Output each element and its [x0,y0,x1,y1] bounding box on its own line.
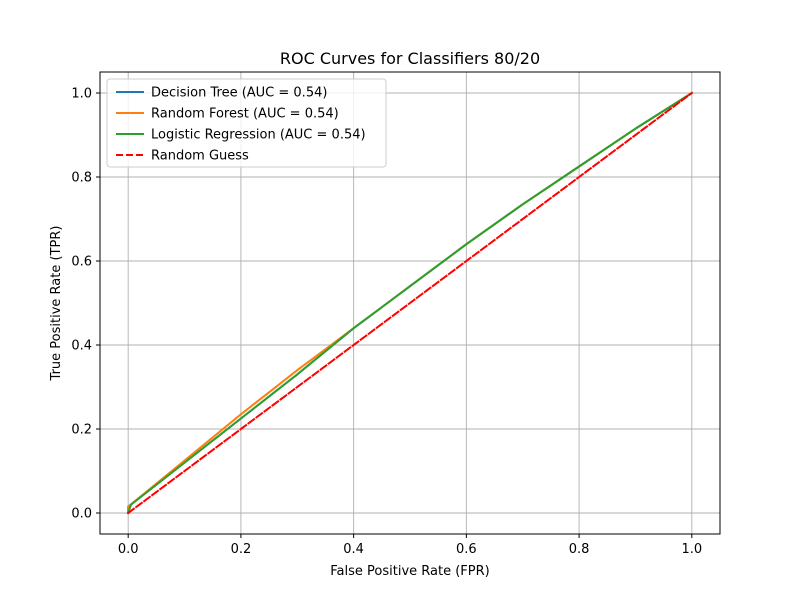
x-tick-label: 0.0 [118,542,139,557]
plot-frame [99,71,721,535]
series-lines [126,91,694,515]
legend: Decision Tree (AUC = 0.54) Random Forest … [106,78,387,168]
legend-label-1: Random Forest (AUC = 0.54) [151,107,339,122]
axis-ticks: 0.0 0.2 0.4 0.6 0.8 1.0 0.0 0.2 0.4 0.6 0.8 1.0 [71,87,702,558]
y-tick-label: 0.4 [71,339,92,354]
y-axis-label: True Positive Rate (TPR) [49,226,64,382]
series-line-3 [126,91,694,515]
x-tick-label: 1.0 [681,542,702,557]
legend-label-3: Random Guess [151,149,249,164]
chart-title: ROC Curves for Classifiers 80/20 [280,49,540,68]
x-tick-label: 0.2 [231,542,252,557]
y-tick-label: 0.2 [71,423,92,438]
y-tick-label: 1.0 [71,87,92,102]
x-tick-label: 0.6 [456,542,477,557]
x-tick-label: 0.4 [343,542,364,557]
y-tick-label: 0.6 [71,255,92,270]
series-line-2 [126,91,694,515]
legend-box [106,78,387,168]
y-tick-label: 0.8 [71,171,92,186]
x-axis-label: False Positive Rate (FPR) [330,564,489,579]
x-tick-label: 0.8 [569,542,590,557]
legend-label-0: Decision Tree (AUC = 0.54) [151,86,327,101]
y-tick-label: 0.0 [71,507,92,522]
legend-label-2: Logistic Regression (AUC = 0.54) [151,128,366,143]
